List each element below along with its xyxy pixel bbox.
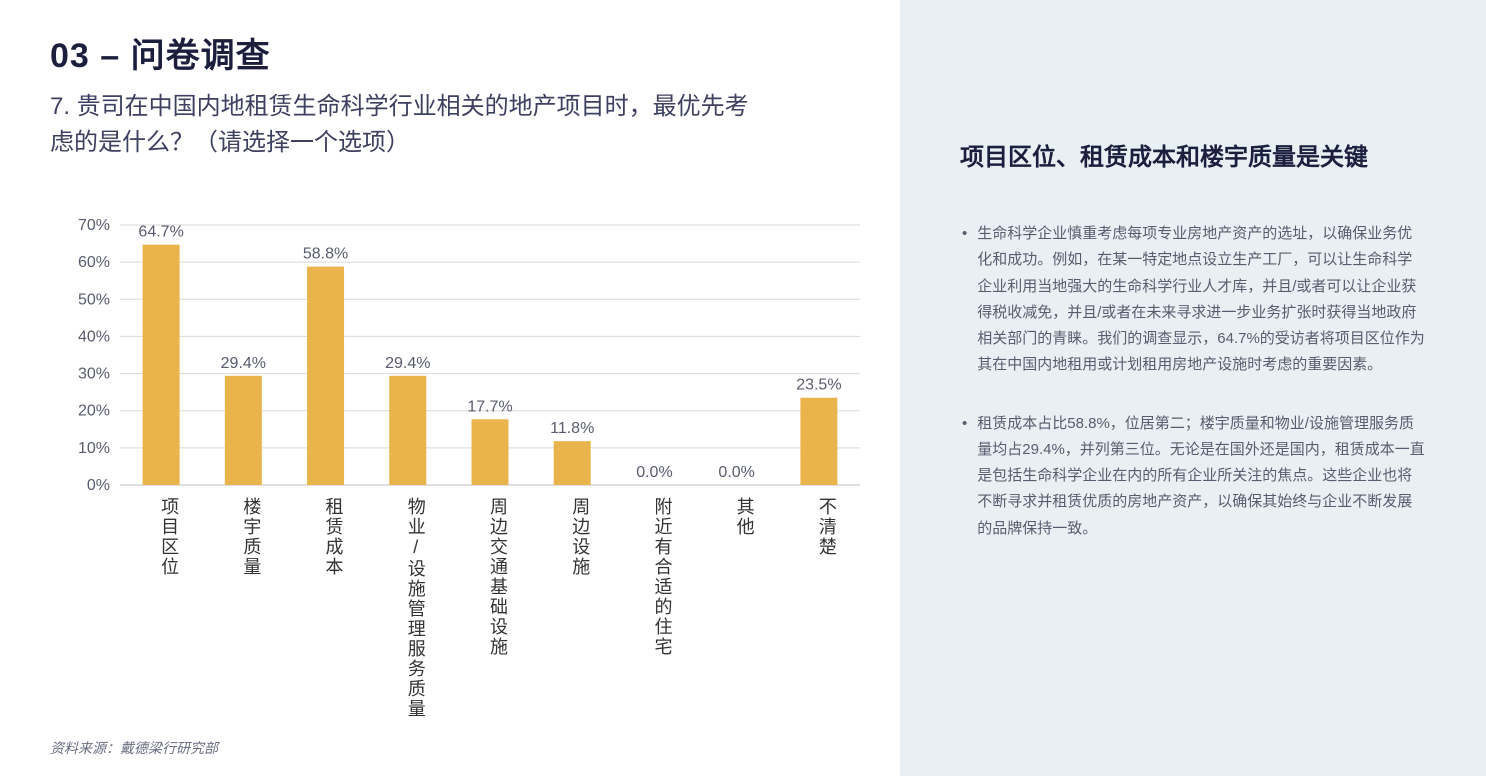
- svg-text:70%: 70%: [78, 217, 110, 234]
- bullet-text: 生命科学企业慎重考虑每项专业房地产资产的选址，以确保业务优化和成功。例如，在某一…: [977, 221, 1426, 379]
- section-heading: 03 – 问卷调查: [50, 28, 880, 77]
- bullet-dot-icon: •: [962, 411, 967, 542]
- question-text: 7. 贵司在中国内地租赁生命科学行业相关的地产项目时，最优先考虑的是什么？（请选…: [50, 89, 770, 161]
- bar: [800, 398, 837, 485]
- bar-value-label: 58.8%: [303, 246, 348, 263]
- slide: 03 – 问卷调查 7. 贵司在中国内地租赁生命科学行业相关的地产项目时，最优先…: [0, 0, 1486, 776]
- bar-value-label: 0.0%: [636, 464, 672, 481]
- svg-text:10%: 10%: [78, 440, 110, 457]
- bar-value-label: 17.7%: [467, 398, 512, 415]
- bar-value-label: 11.8%: [550, 420, 594, 437]
- category-label: 附近有合适的住宅: [652, 497, 672, 657]
- section-dash: –: [100, 37, 130, 75]
- svg-text:30%: 30%: [78, 366, 110, 383]
- bar: [554, 441, 591, 485]
- section-number: 03: [50, 37, 90, 75]
- category-label: 项目区位: [159, 497, 179, 577]
- bar-value-label: 64.7%: [138, 224, 183, 241]
- bullet-item: • 租赁成本占比58.8%，位居第二；楼宇质量和物业/设施管理服务质量均占29.…: [960, 411, 1426, 542]
- sidebar-title: 项目区位、租赁成本和楼宇质量是关键: [960, 140, 1426, 176]
- bullet-item: • 生命科学企业慎重考虑每项专业房地产资产的选址，以确保业务优化和成功。例如，在…: [960, 221, 1426, 379]
- bullet-dot-icon: •: [962, 221, 967, 379]
- bar-value-label: 23.5%: [796, 377, 841, 394]
- category-label: 楼宇质量: [241, 497, 261, 577]
- bar: [225, 376, 262, 485]
- category-label: 物业/设施管理服务质量: [406, 497, 426, 719]
- right-panel: 项目区位、租赁成本和楼宇质量是关键 • 生命科学企业慎重考虑每项专业房地产资产的…: [900, 0, 1486, 776]
- svg-text:0%: 0%: [87, 477, 110, 494]
- bar: [143, 245, 180, 485]
- category-label: 周边设施: [570, 497, 590, 577]
- bar-chart-svg: 0% 10% 20% 30% 40% 50% 60% 70% 64.7% 项目区位 29.4% 楼宇质…: [50, 215, 870, 715]
- sidebar-bullets: • 生命科学企业慎重考虑每项专业房地产资产的选址，以确保业务优化和成功。例如，在…: [960, 221, 1426, 542]
- category-label: 周边交通基础设施: [488, 497, 508, 657]
- category-label: 其他: [735, 497, 755, 537]
- bar: [389, 376, 426, 485]
- svg-text:40%: 40%: [78, 328, 110, 345]
- left-panel: 03 – 问卷调查 7. 贵司在中国内地租赁生命科学行业相关的地产项目时，最优先…: [0, 0, 900, 776]
- bar-value-label: 0.0%: [718, 464, 754, 481]
- category-label: 租赁成本: [324, 497, 344, 577]
- svg-text:20%: 20%: [78, 403, 110, 420]
- bar-value-label: 29.4%: [221, 355, 266, 372]
- bar-chart: 0% 10% 20% 30% 40% 50% 60% 70% 64.7% 项目区位 29.4% 楼宇质…: [50, 215, 870, 715]
- svg-text:60%: 60%: [78, 254, 110, 271]
- bar: [307, 267, 344, 485]
- svg-text:50%: 50%: [78, 291, 110, 308]
- bar: [472, 419, 509, 485]
- bar-value-label: 29.4%: [385, 355, 430, 372]
- category-label: 不清楚: [817, 497, 837, 557]
- source-footnote: 资料来源：戴德梁行研究部: [50, 738, 218, 758]
- section-title: 问卷调查: [131, 37, 271, 75]
- bullet-text: 租赁成本占比58.8%，位居第二；楼宇质量和物业/设施管理服务质量均占29.4%…: [977, 411, 1426, 542]
